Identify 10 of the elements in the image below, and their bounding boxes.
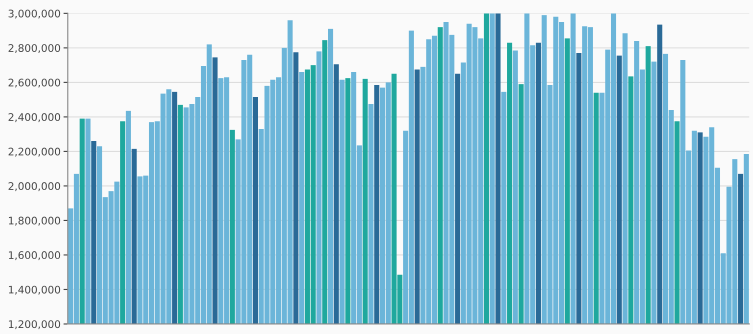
y-tick-label: 2,600,000 [8,78,60,88]
y-tick-label: 2,400,000 [8,113,60,122]
y-tick-label: 3,000,000 [8,10,60,19]
y-tick-label: 2,200,000 [8,148,60,157]
y-tick-label: 1,200,000 [8,320,60,330]
y-tick-label: 2,800,000 [8,44,60,54]
y-tick-label: 1,400,000 [8,286,60,295]
y-tick-label: 1,800,000 [8,216,60,226]
y-tick-label: 1,600,000 [8,251,60,260]
y-tick-label: 2,000,000 [8,182,60,192]
